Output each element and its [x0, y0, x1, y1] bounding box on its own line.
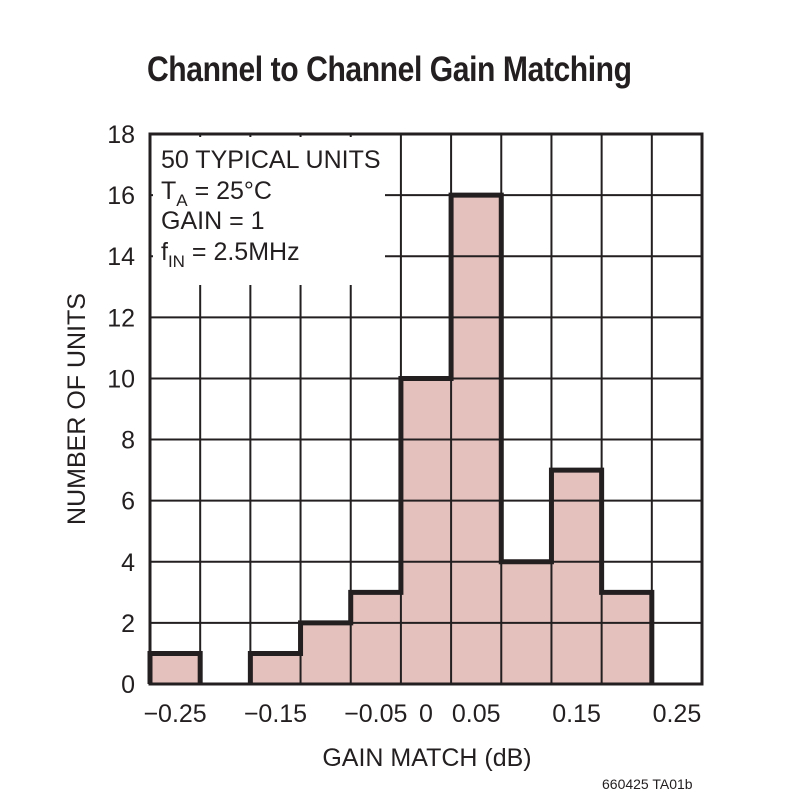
chart-title: Channel to Channel Gain Matching: [147, 50, 632, 89]
y-axis-label: NUMBER OF UNITS: [63, 293, 91, 525]
annotation-units: 50 TYPICAL UNITS: [161, 146, 381, 174]
x-tick-label: −0.05: [344, 700, 407, 728]
annotation-temperature: TA = 25°C: [161, 177, 272, 210]
x-tick-label: 0: [419, 700, 433, 728]
histogram-bar: [551, 470, 602, 684]
y-axis-ticks: 0 2 4 6 8 10 12 14 16 18: [107, 121, 135, 699]
y-tick-label: 18: [107, 121, 135, 149]
histogram-bar: [601, 592, 652, 684]
histogram-bar: [350, 592, 401, 684]
y-tick-label: 14: [107, 243, 135, 271]
x-axis-label: GAIN MATCH (dB): [322, 744, 531, 772]
x-tick-label: 0.05: [452, 700, 501, 728]
x-tick-label: −0.15: [244, 700, 307, 728]
y-tick-label: 12: [107, 304, 135, 332]
x-tick-label: −0.25: [143, 700, 206, 728]
plot-frame: [148, 132, 704, 686]
y-tick-label: 2: [121, 610, 135, 638]
y-tick-label: 4: [121, 549, 135, 577]
annotation-background: [153, 137, 385, 285]
histogram-bar: [150, 653, 201, 684]
histogram-bar: [250, 653, 301, 684]
annotation-block: 50 TYPICAL UNITS TA = 25°C GAIN = 1 fIN …: [161, 146, 381, 271]
y-tick-label: 0: [121, 671, 135, 699]
y-tick-label: 10: [107, 365, 135, 393]
x-tick-label: 0.25: [653, 700, 702, 728]
x-tick-label: 0.15: [552, 700, 601, 728]
y-tick-label: 6: [121, 488, 135, 516]
y-tick-label: 8: [121, 427, 135, 455]
histogram-bar: [400, 378, 452, 684]
annotation-frequency: fIN = 2.5MHz: [161, 238, 300, 271]
x-axis-ticks: −0.25 −0.15 −0.05 0 0.05 0.15 0.25: [143, 700, 701, 728]
annotation-gain: GAIN = 1: [161, 207, 265, 235]
histogram-bar: [300, 622, 351, 684]
figure-id: 660425 TA01b: [602, 776, 693, 792]
histogram-bars: [150, 195, 652, 684]
y-tick-label: 16: [107, 182, 135, 210]
